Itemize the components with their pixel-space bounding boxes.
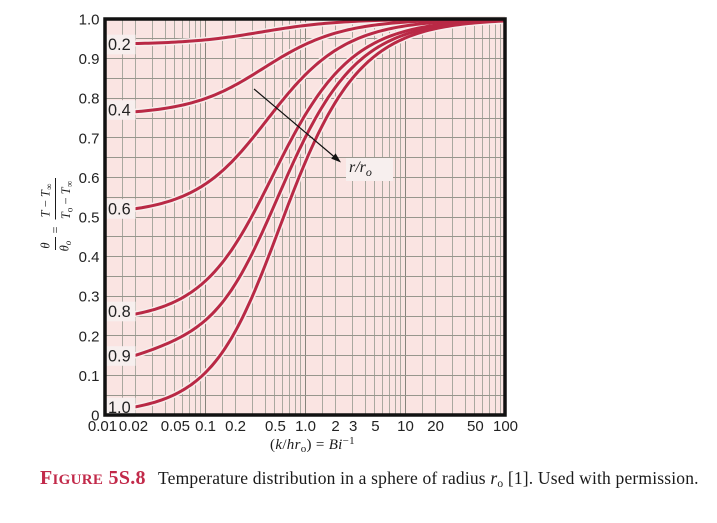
svg-text:To − T∞: To − T∞ [59,181,75,219]
svg-text:θ: θ [39,242,53,248]
svg-text:0.1: 0.1 [195,418,216,435]
svg-text:0.6: 0.6 [79,170,100,187]
svg-text:0.4: 0.4 [108,102,131,120]
svg-text:Temperature distribution in a: Temperature distribution in a sphere of … [158,468,699,490]
svg-text:100: 100 [493,418,518,435]
svg-text:0.5: 0.5 [79,210,100,227]
svg-text:0.8: 0.8 [108,303,131,321]
svg-text:θo: θo [58,240,74,251]
svg-text:0.2: 0.2 [225,418,246,435]
svg-text:1.0: 1.0 [79,12,100,29]
svg-text:T − T∞: T − T∞ [39,184,55,218]
svg-text:0.8: 0.8 [79,91,100,108]
svg-text:1.0: 1.0 [108,399,131,417]
svg-text:2: 2 [331,418,339,435]
svg-text:=: = [49,226,63,233]
svg-text:5: 5 [371,418,379,435]
svg-text:0.05: 0.05 [161,418,190,435]
svg-text:50: 50 [467,418,484,435]
svg-text:0.2: 0.2 [79,328,100,345]
svg-text:10: 10 [397,418,414,435]
svg-text:0.9: 0.9 [79,51,100,68]
svg-text:0.6: 0.6 [108,201,131,219]
svg-text:(k/hro) = Bi−1: (k/hro) = Bi−1 [270,435,355,455]
svg-text:0.9: 0.9 [108,348,131,366]
svg-text:0.5: 0.5 [265,418,286,435]
svg-text:0: 0 [91,408,99,425]
svg-text:0.02: 0.02 [119,418,148,435]
svg-text:0.4: 0.4 [79,249,100,266]
svg-text:1.0: 1.0 [295,418,316,435]
svg-text:0.7: 0.7 [79,130,100,147]
svg-text:0.01: 0.01 [88,418,117,435]
svg-text:FIGURE 5S.8: FIGURE 5S.8 [40,467,146,489]
svg-text:0.2: 0.2 [108,36,131,54]
svg-text:20: 20 [427,418,444,435]
svg-text:0.3: 0.3 [79,289,100,306]
svg-text:0.1: 0.1 [79,368,100,385]
svg-text:3: 3 [349,418,357,435]
